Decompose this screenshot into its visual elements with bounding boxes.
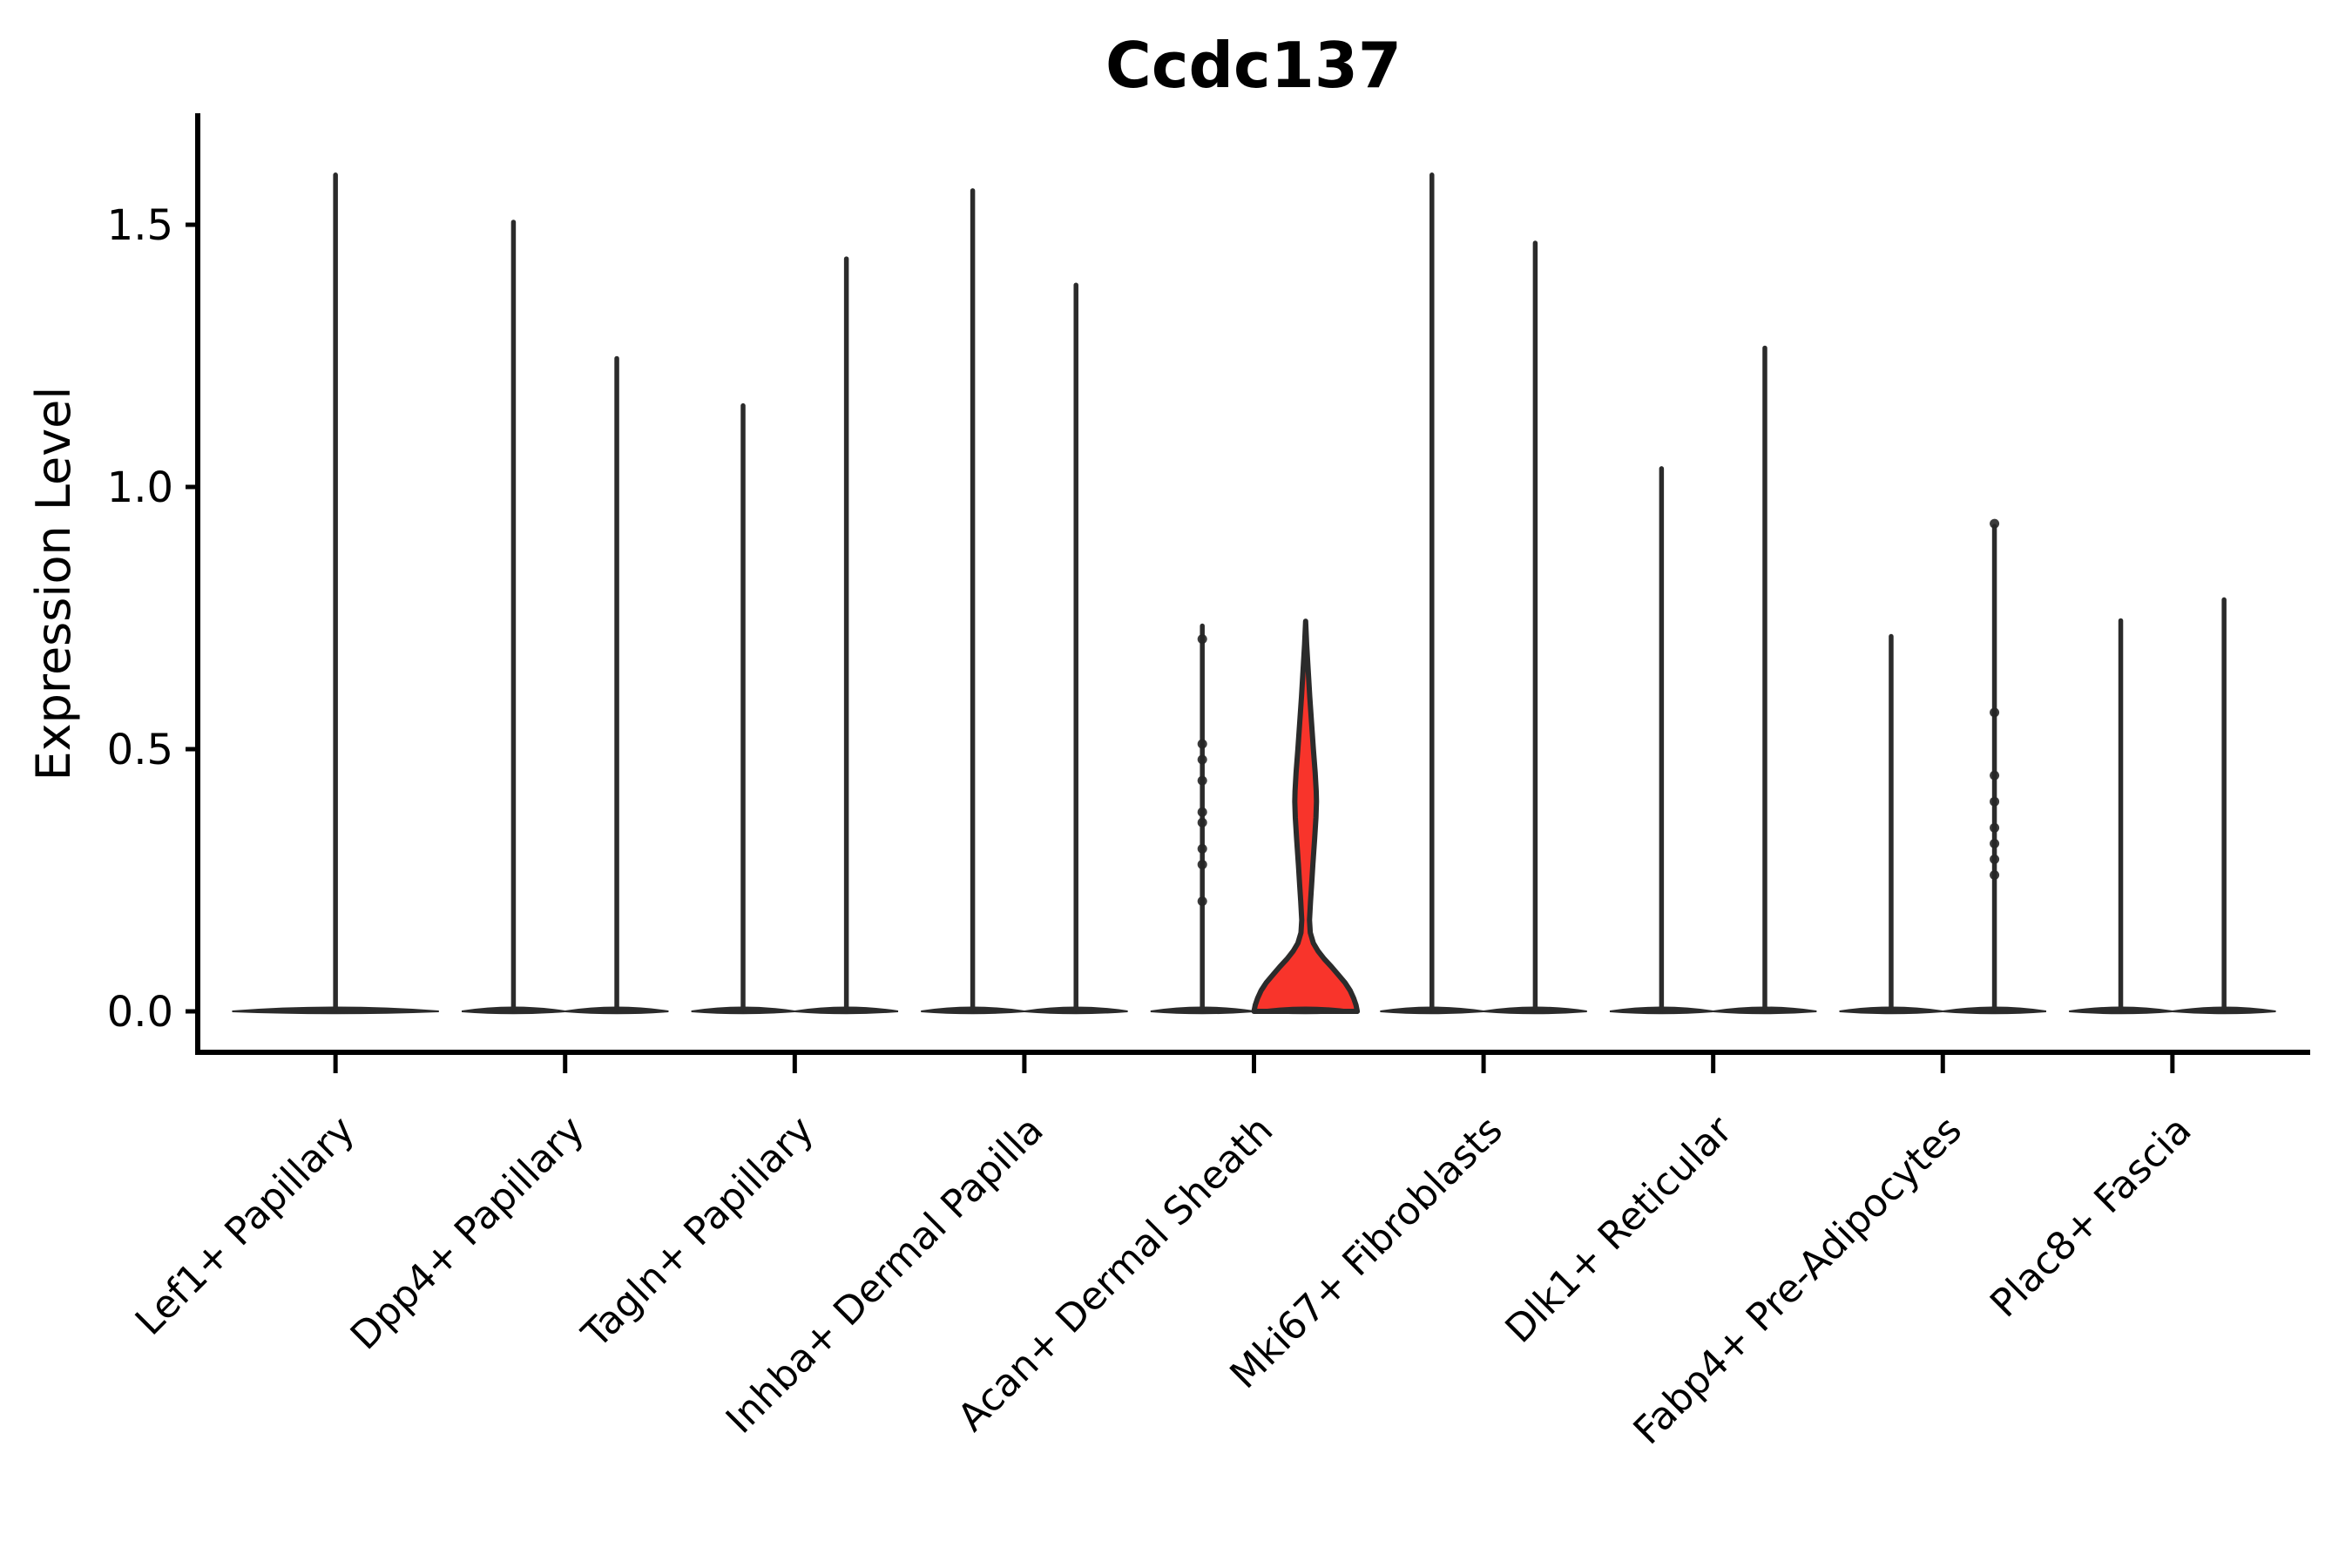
jitter-dot (1197, 739, 1207, 749)
jitter-dot (1990, 854, 2000, 864)
jitter-dot (1197, 817, 1207, 828)
x-tick-label: Dpp4+ Papillary (342, 1108, 593, 1359)
x-tick-label: Tagln+ Papillary (573, 1108, 822, 1357)
jitter-dot (1197, 843, 1207, 854)
y-tick-label: 1.5 (107, 201, 173, 250)
y-axis-title: Expression Level (26, 387, 81, 781)
jitter-dot (1197, 775, 1207, 786)
y-tick-label: 0.5 (107, 726, 173, 774)
axes-layer (186, 113, 2310, 1073)
jitter-dot (1197, 754, 1207, 765)
violin-highlighted (1251, 618, 1361, 1014)
jitter-dot (1990, 869, 2000, 880)
jitter-dot (1990, 518, 2000, 529)
jitter-dot (1197, 896, 1207, 907)
jitter-dot (1990, 822, 2000, 833)
y-tick-label: 1.0 (107, 463, 173, 512)
chart-title: Ccdc137 (1105, 29, 1402, 102)
jitter-dot (1990, 707, 2000, 718)
jitter-dot (1990, 770, 2000, 781)
jitter-dot (1990, 838, 2000, 848)
jitter-dot (1197, 634, 1207, 645)
x-tick-label: Dlk1+ Reticular (1497, 1107, 1741, 1352)
x-tick-label: Plac8+ Fascia (1982, 1108, 2200, 1327)
y-tick-label: 0.0 (107, 988, 173, 1037)
jitter-dot (1990, 796, 2000, 807)
violin-base (1254, 1006, 1358, 1015)
jitter-dot (1197, 859, 1207, 869)
jitter-dot (1197, 807, 1207, 817)
x-tick-label: Lef1+ Papillary (127, 1108, 363, 1344)
violins-layer (232, 172, 2276, 1015)
